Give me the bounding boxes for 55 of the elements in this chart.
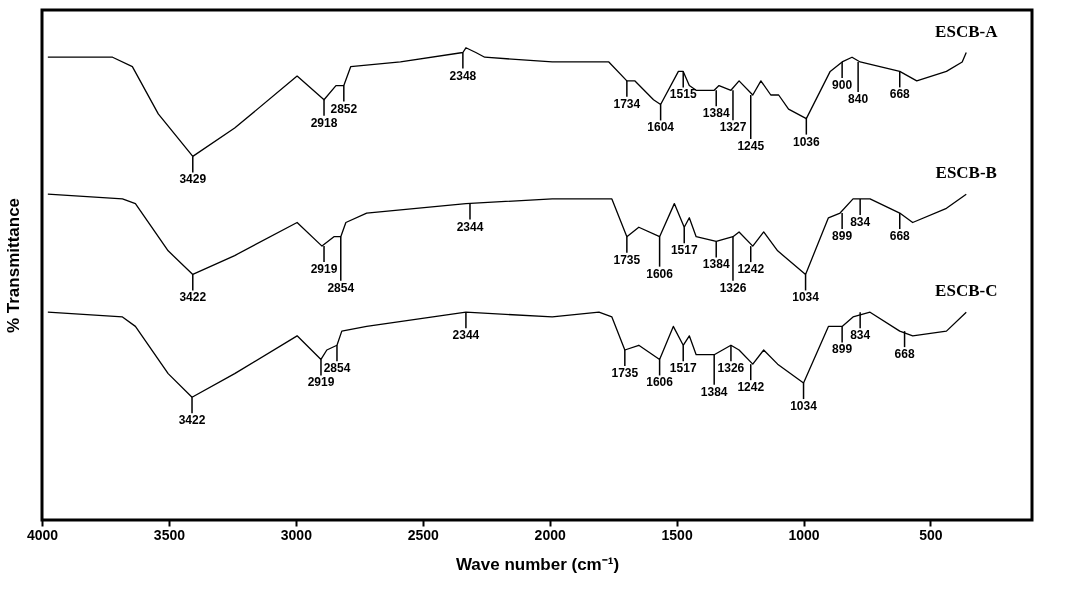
annotation: 840 bbox=[848, 91, 869, 106]
annotation: 1242 bbox=[737, 262, 765, 277]
annotation: 1327 bbox=[719, 120, 747, 135]
annotation: 2348 bbox=[449, 68, 477, 83]
x-tick-label: 500 bbox=[919, 526, 943, 543]
annotation: 2919 bbox=[310, 262, 338, 277]
annotation: 1036 bbox=[792, 134, 820, 149]
x-tick-label: 2500 bbox=[407, 526, 440, 543]
annotation: 2852 bbox=[330, 101, 358, 116]
x-tick-label: 3000 bbox=[280, 526, 313, 543]
annotation: 3422 bbox=[178, 413, 206, 428]
annotation: 1606 bbox=[646, 375, 674, 390]
annotation: 3429 bbox=[179, 172, 207, 187]
series-label: ESCB-A bbox=[935, 21, 999, 41]
y-axis-title: % Transmittance bbox=[3, 197, 23, 334]
annotation: 1384 bbox=[702, 257, 730, 272]
x-axis-title: Wave number (cm⁻¹) bbox=[455, 554, 620, 574]
annotation: 2854 bbox=[323, 361, 351, 376]
annotation: 899 bbox=[832, 342, 853, 357]
annotation: 899 bbox=[832, 229, 853, 244]
annotation: 1517 bbox=[670, 243, 698, 258]
annotation: 668 bbox=[889, 229, 911, 244]
x-tick-label: 1500 bbox=[661, 526, 693, 543]
annotation: 2344 bbox=[452, 328, 480, 343]
annotation: 1326 bbox=[717, 361, 745, 376]
annotation: 834 bbox=[850, 328, 871, 343]
annotation: 1604 bbox=[647, 120, 675, 135]
annotation: 1326 bbox=[719, 280, 747, 295]
annotation: 1735 bbox=[613, 252, 641, 267]
annotation: 1606 bbox=[646, 266, 674, 281]
annotation: 2919 bbox=[307, 375, 335, 390]
annotation: 2854 bbox=[327, 280, 355, 295]
annotation: 1515 bbox=[669, 87, 697, 102]
annotation: 900 bbox=[832, 77, 853, 92]
annotation: 1734 bbox=[613, 96, 641, 111]
series-label: ESCB-B bbox=[935, 163, 997, 183]
series-label: ESCB-C bbox=[935, 281, 998, 301]
annotation: 2918 bbox=[310, 115, 338, 130]
annotation: 1034 bbox=[792, 290, 820, 305]
annotation: 834 bbox=[850, 214, 871, 229]
annotation: 2344 bbox=[456, 219, 484, 234]
x-tick-label: 1000 bbox=[788, 526, 820, 543]
annotation: 1245 bbox=[737, 139, 765, 153]
annotation: 1384 bbox=[700, 384, 728, 399]
x-tick-label: 2000 bbox=[534, 526, 566, 543]
annotation: 668 bbox=[894, 347, 915, 362]
annotation: 1242 bbox=[737, 380, 765, 395]
x-tick-label: 4000 bbox=[26, 526, 59, 543]
x-tick-label: 3500 bbox=[153, 526, 186, 543]
annotation: 668 bbox=[889, 87, 911, 102]
annotation: 1384 bbox=[702, 106, 730, 121]
annotation: 3422 bbox=[179, 290, 207, 305]
annotation: 1735 bbox=[611, 366, 639, 380]
annotation: 1034 bbox=[790, 399, 818, 414]
annotation: 1517 bbox=[669, 361, 697, 376]
